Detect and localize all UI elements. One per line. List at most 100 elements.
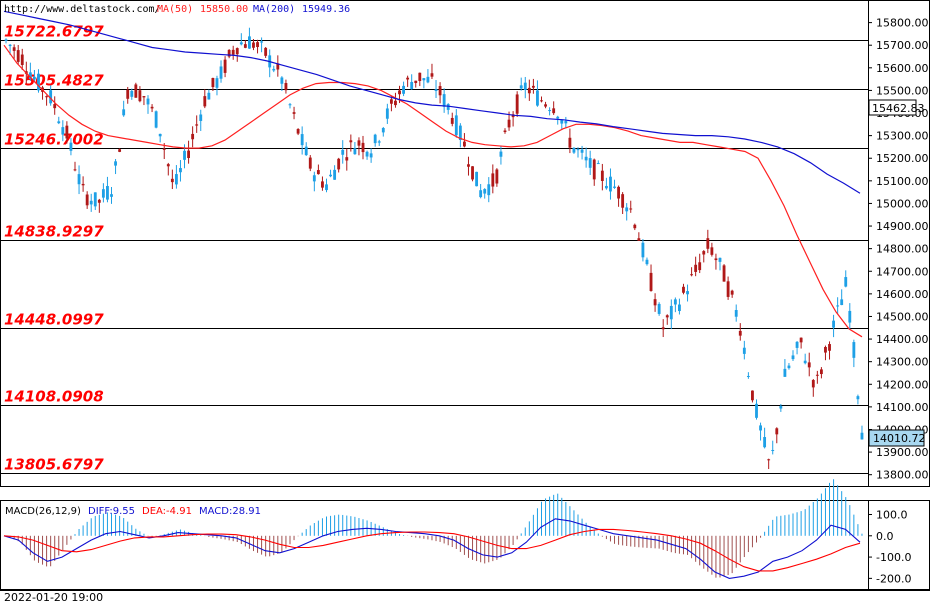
candle-body	[321, 181, 324, 188]
candle-body	[844, 277, 848, 287]
candle-body	[775, 428, 779, 435]
candle-body	[57, 121, 61, 124]
ma50-label: MA(50)	[157, 4, 193, 15]
candle-body	[211, 78, 215, 88]
candles	[4, 27, 864, 470]
ma50-value: 15850.00	[200, 4, 248, 15]
macd-title: MACD(26,12,9)	[5, 506, 81, 517]
price-ytick-label: 14200.00	[876, 378, 929, 391]
candle-body	[657, 303, 661, 314]
candle-body	[673, 299, 677, 305]
level-label: 15246.7002	[4, 131, 104, 149]
candle-body	[755, 403, 758, 418]
candle-body	[811, 380, 815, 388]
ma200-value: 15949.36	[302, 4, 350, 15]
ma200-line	[3, 10, 861, 194]
last-price-tag-box	[868, 99, 917, 116]
candle-body	[170, 178, 174, 183]
candle-body	[718, 257, 722, 262]
candle-body	[377, 141, 381, 143]
candle-body	[633, 224, 637, 229]
candle-body	[219, 66, 223, 79]
candle-body	[483, 189, 487, 194]
candle-body	[389, 99, 393, 104]
level-label: 14838.9297	[4, 223, 104, 241]
candle-body	[369, 153, 373, 158]
candle-body	[398, 90, 401, 95]
candle-body	[341, 149, 345, 155]
candle-body	[312, 175, 316, 182]
candle-body	[122, 109, 126, 116]
candle-body	[361, 142, 365, 153]
candle-body	[288, 104, 292, 106]
level-label: 14448.0997	[4, 311, 104, 329]
candle-body	[779, 405, 783, 409]
price-ytick-label: 14800.00	[876, 243, 929, 256]
candle-body	[316, 170, 320, 175]
candle-body	[422, 78, 426, 81]
candle-body	[458, 125, 462, 141]
candle-body	[588, 158, 592, 168]
current-price-tag-box	[868, 429, 925, 447]
candle-body	[503, 130, 507, 133]
candle-body	[454, 115, 458, 136]
candle-body	[540, 100, 543, 102]
candle-body	[799, 337, 803, 343]
candle-body	[292, 112, 296, 114]
candle-body	[227, 49, 231, 57]
candle-body	[763, 437, 767, 448]
price-ytick-label: 14300.00	[876, 356, 929, 369]
candle-body	[146, 98, 150, 105]
candle-body	[637, 238, 641, 241]
candle-body	[463, 141, 466, 147]
candle-body	[617, 186, 620, 199]
candle-body	[564, 121, 568, 124]
candle-body	[751, 390, 754, 401]
candle-body	[560, 119, 564, 124]
candle-body	[544, 104, 547, 107]
candle-body	[824, 347, 827, 353]
candle-body	[272, 68, 276, 71]
candle-body	[12, 47, 16, 51]
candle-body	[106, 185, 109, 200]
candle-body	[203, 96, 207, 107]
candle-body	[430, 73, 434, 77]
candle-body	[807, 362, 811, 368]
macd-ytick-label: -200.0	[876, 572, 911, 585]
candle-body	[515, 94, 519, 114]
candle-body	[487, 184, 491, 196]
footer-timestamp: 2022-01-20 19:00	[4, 591, 103, 604]
source-url[interactable]: http://www.deltastock.com/	[4, 4, 161, 15]
candle-body	[698, 262, 702, 271]
macd-ytick-label: -100.0	[876, 551, 911, 564]
price-ytick-label: 14500.00	[876, 310, 929, 323]
candle-body	[264, 47, 268, 56]
candle-body	[284, 83, 288, 91]
candle-body	[771, 449, 775, 451]
candle-body	[621, 194, 625, 208]
candle-body	[414, 80, 418, 84]
candle-body	[852, 342, 856, 358]
candle-body	[645, 259, 649, 265]
candle-body	[519, 85, 523, 89]
candle-body	[450, 117, 454, 124]
candle-body	[738, 330, 742, 336]
candle-body	[199, 114, 203, 121]
macd-macd-value: MACD:28.91	[199, 506, 261, 517]
candle-body	[16, 50, 20, 62]
candle-body	[333, 169, 337, 180]
candle-body	[491, 173, 495, 187]
candle-body	[669, 305, 673, 320]
candle-body	[134, 84, 138, 98]
candle-body	[467, 164, 470, 167]
level-label: 15505.4827	[4, 72, 104, 90]
price-ytick-label: 14400.00	[876, 333, 929, 346]
candle-body	[162, 148, 166, 150]
price-ytick-label: 14100.00	[876, 401, 929, 414]
candle-body	[536, 90, 539, 106]
candle-body	[158, 133, 162, 137]
candle-body	[235, 48, 239, 55]
candle-body	[552, 108, 556, 114]
price-ytick-label: 15300.00	[876, 130, 929, 143]
candle-body	[625, 207, 629, 212]
